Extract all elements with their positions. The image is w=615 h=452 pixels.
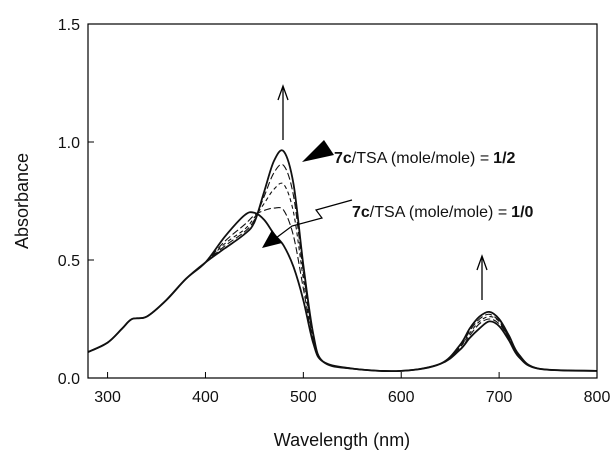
annotation-final-ratio: 7c/TSA (mole/mole) = 1/2 (334, 150, 516, 167)
spectrum-line-4 (87, 163, 598, 372)
annotation-initial-value: 1/0 (511, 204, 533, 221)
x-tick-label: 500 (290, 389, 317, 406)
y-tick-label: 1.0 (58, 135, 80, 152)
annotation-initial-ratio: 7c/TSA (mole/mole) = 1/0 (352, 204, 534, 221)
x-tick-label: 600 (388, 389, 415, 406)
y-tick-label: 0.0 (58, 371, 80, 388)
x-tick-label: 400 (192, 389, 219, 406)
y-tick-label: 0.5 (58, 253, 80, 270)
x-tick-label: 700 (486, 389, 513, 406)
y-tick-label: 1.5 (58, 17, 80, 34)
plot-frame (87, 23, 598, 379)
x-axis-title: Wavelength (nm) (274, 430, 410, 450)
annotation-arrow-final (302, 140, 334, 162)
y-axis-title: Absorbance (12, 153, 32, 249)
annotation-initial-text: /TSA (mole/mole) = (370, 204, 507, 221)
annotation-arrow-initial (262, 199, 353, 248)
x-tick-label: 800 (584, 389, 611, 406)
increase-arrow-q-band (476, 254, 488, 300)
increase-arrow-main-peak (277, 84, 289, 140)
annotation-final-value: 1/2 (493, 150, 515, 167)
annotation-final-compound: 7c (334, 150, 352, 167)
x-tick-label: 300 (94, 389, 121, 406)
annotation-initial-compound: 7c (352, 204, 370, 221)
annotation-final-text: /TSA (mole/mole) = (352, 150, 489, 167)
spectrum-line-1 (87, 211, 598, 372)
spectrum-line-2 (87, 206, 598, 372)
spectrum-line-5 (87, 149, 598, 372)
x-axis-ticks: 300 400 500 600 700 800 (94, 372, 610, 406)
y-axis-ticks: 0.0 0.5 1.0 1.5 (58, 17, 94, 388)
spectra-series (87, 149, 598, 372)
